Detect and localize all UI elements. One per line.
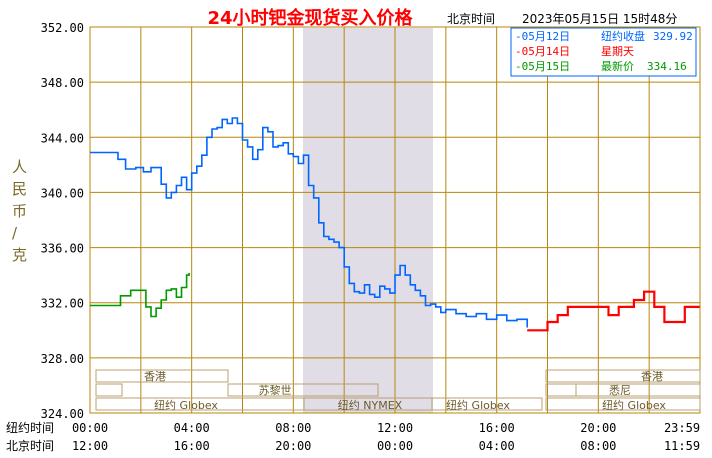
session-label: 香港	[641, 370, 663, 383]
y-tick-label: 352.00	[41, 21, 84, 35]
session-label: 纽约 Globex	[602, 398, 666, 412]
legend-label-3: 最新价	[601, 59, 634, 73]
y-tick-label: 328.00	[41, 352, 84, 366]
session-label: 纽约 Globex	[154, 398, 218, 412]
session-label: 纽约 NYMEX	[338, 398, 403, 412]
legend-date-2: -05月14日	[515, 45, 570, 58]
legend: -05月12日 纽约收盘 329.92 -05月14日 星期天 -05月15日 …	[510, 27, 697, 77]
x-tick-label-ny: 20:00	[580, 421, 616, 435]
x-tick-label-ny: 04:00	[174, 421, 210, 435]
legend-label-1: 纽约收盘	[601, 29, 645, 43]
y-tick-label: 340.00	[41, 186, 84, 200]
legend-date-3: -05月15日	[515, 60, 570, 73]
x-tick-label-ny: 08:00	[275, 421, 311, 435]
beijing-time-label: 北京时间	[447, 12, 495, 26]
session-label: 悉尼	[609, 384, 631, 397]
y-tick-label: 332.00	[41, 297, 84, 311]
x-tick-label-bj: 12:00	[72, 439, 108, 453]
y-tick-label: 348.00	[41, 76, 84, 90]
session-label: 香港	[144, 370, 166, 383]
x-tick-label-ny: 00:00	[72, 421, 108, 435]
chart-title: 24小时钯金现货买入价格	[207, 7, 413, 29]
session-box	[545, 383, 577, 397]
y-axis: 352.00 348.00 344.00 340.00 336.00 332.00 328.…	[41, 21, 84, 421]
x-tick-label-ny: 16:00	[479, 421, 515, 435]
y-tick-label: 324.00	[41, 407, 84, 421]
x-axis-ny-label: 纽约时间	[6, 420, 54, 435]
legend-label-2: 星期天	[601, 45, 634, 58]
gridlines	[89, 26, 701, 414]
series-lines	[90, 117, 700, 332]
legend-box	[510, 27, 697, 77]
session-box	[431, 397, 543, 411]
x-tick-label-bj: 11:59	[664, 439, 700, 453]
y-axis-title: 人民币/克	[12, 158, 27, 264]
legend-value-3: 334.16	[647, 60, 687, 73]
session-box	[227, 383, 379, 397]
legend-value-1: 329.92	[653, 30, 693, 43]
legend-date-1: -05月12日	[515, 30, 570, 43]
timestamp: 2023年05月15日 15时48分	[522, 12, 677, 26]
y-tick-label: 336.00	[41, 242, 84, 256]
session-label: 纽约 Globex	[446, 398, 510, 412]
x-axis-bj-label: 北京时间	[6, 439, 54, 453]
session-box	[545, 369, 701, 383]
session-box	[545, 397, 701, 411]
x-tick-label-ny: 23:59	[664, 421, 700, 435]
y-tick-label: 344.00	[41, 131, 84, 145]
session-box	[95, 369, 229, 383]
x-tick-label-bj: 16:00	[174, 439, 210, 453]
series-line	[527, 290, 700, 332]
x-tick-label-bj: 04:00	[479, 439, 515, 453]
session-box	[95, 383, 123, 397]
x-tick-label-bj: 20:00	[275, 439, 311, 453]
x-tick-label-bj: 00:00	[377, 439, 413, 453]
session-label: 苏黎世	[259, 383, 292, 397]
x-tick-label-bj: 08:00	[580, 439, 616, 453]
x-tick-label-ny: 12:00	[377, 421, 413, 435]
nymex-session-shade	[303, 28, 433, 413]
series-line	[90, 272, 190, 318]
x-axis: 00:00 12:00 04:00 16:00 08:00 20:00 12:00 00:00…	[72, 421, 700, 453]
series-line	[90, 117, 528, 328]
